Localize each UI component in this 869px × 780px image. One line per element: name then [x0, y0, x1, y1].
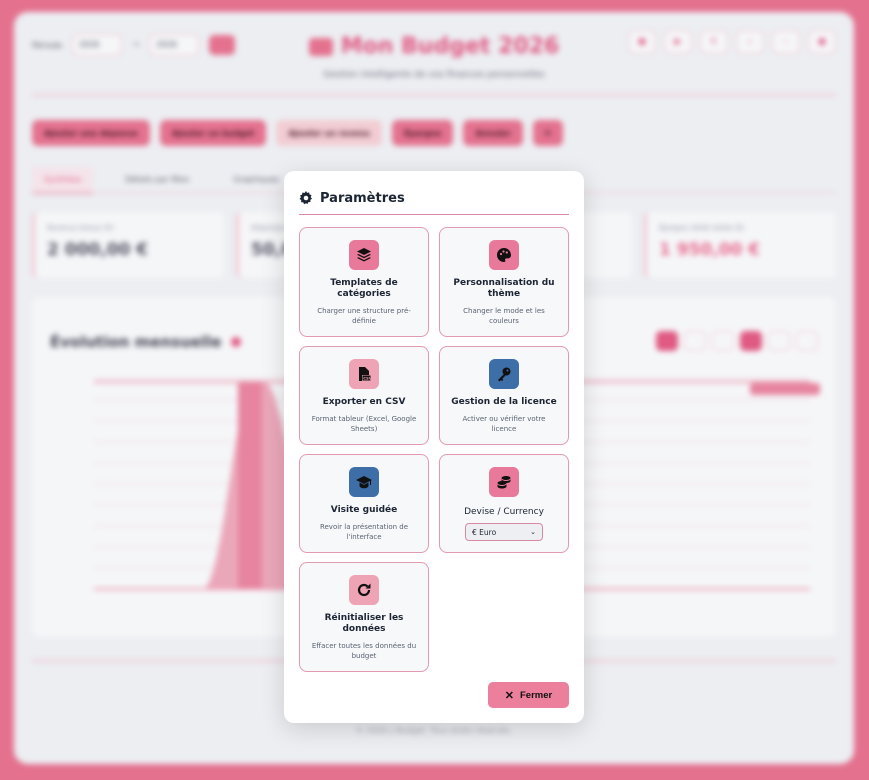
key-icon — [489, 359, 519, 389]
period-to-select[interactable]: 2026 — [149, 34, 200, 56]
csv-file-icon: CSV — [349, 359, 379, 389]
tile-reset-data[interactable]: Réinitialiser les données Effacer toutes… — [299, 562, 429, 672]
add-expense-button[interactable]: Ajouter une dépense — [32, 120, 150, 146]
wallet-icon — [308, 38, 333, 56]
chart-title-text: Évolution mensuelle — [50, 333, 222, 351]
apply-period-button[interactable] — [209, 35, 236, 55]
modal-divider — [299, 214, 569, 215]
layers-icon — [349, 240, 379, 270]
tab-synthese[interactable]: Synthèse — [32, 167, 94, 194]
tile-title: Réinitialiser les données — [324, 613, 404, 634]
chart-download-button[interactable] — [796, 331, 818, 351]
app-title-text: Mon Budget 2026 — [340, 34, 560, 59]
stat-value: 1 950,00 € — [659, 240, 761, 260]
tile-description: Charger une structure pré-définie — [317, 307, 411, 325]
tab-graphiques[interactable]: Graphiques — [233, 175, 280, 184]
period-arrow: → — [131, 40, 140, 50]
stat-card-income: Revenus totaux (€) 2 000,00 € — [32, 212, 224, 278]
tile-title: Gestion de la licence — [451, 397, 557, 407]
add-budget-button[interactable]: Ajouter un budget — [159, 120, 267, 146]
video-icon[interactable]: ▶ — [664, 30, 692, 54]
tile-title: Personnalisation du thème — [453, 278, 555, 299]
period-filter: Période 2026 → 2026 — [32, 34, 236, 56]
tile-license-management[interactable]: Gestion de la licence Activer ou vérifie… — [439, 346, 569, 445]
palette-icon — [489, 240, 519, 270]
chart-type-pie-button[interactable] — [740, 331, 762, 351]
stat-card-savings: Épargne réelle totale (€) 1 950,00 € — [644, 212, 836, 278]
close-icon: ✕ — [504, 689, 514, 702]
action-bar: Ajouter une dépense Ajouter un budget Aj… — [32, 120, 564, 146]
settings-grid-row-3: Visite guidée Revoir la présentation de … — [299, 454, 569, 553]
settings-grid: Templates de catégories Charger une stru… — [299, 227, 569, 337]
stat-value: 2 000,00 € — [47, 240, 149, 260]
currency-label: Devise / Currency — [464, 507, 544, 517]
coins-icon — [489, 467, 519, 497]
graduation-cap-icon — [349, 467, 379, 497]
stat-label: Revenus totaux (€) — [47, 224, 114, 232]
chart-type-line-button[interactable] — [712, 331, 734, 351]
chevron-down-icon: ⌄ — [530, 528, 536, 536]
tile-description: Effacer toutes les données du budget — [311, 642, 417, 660]
tile-title: Exporter en CSV — [322, 397, 406, 407]
tile-description: Changer le mode et les couleurs — [463, 307, 545, 325]
gear-icon — [299, 191, 313, 205]
undo-button[interactable]: Annuler — [463, 120, 523, 146]
modal-header: Paramètres — [299, 185, 569, 211]
chart-zoom-button[interactable] — [768, 331, 790, 351]
period-from-select[interactable]: 2026 — [71, 34, 122, 56]
more-icon[interactable]: ⋯ — [772, 30, 800, 54]
euro-icon[interactable]: € — [700, 30, 728, 54]
currency-select[interactable]: € Euro ⌄ — [465, 523, 543, 541]
chart-type-area-button[interactable] — [656, 331, 678, 351]
close-button[interactable]: ✕ Fermer — [488, 682, 569, 708]
tile-export-csv[interactable]: CSV Exporter en CSV Format tableur (Exce… — [299, 346, 429, 445]
add-income-button[interactable]: Ajouter un revenu — [276, 120, 382, 146]
tile-category-templates[interactable]: Templates de catégories Charger une stru… — [299, 227, 429, 337]
modal-title: Paramètres — [320, 190, 405, 206]
footer-text: © 2026 ç Budget. Tous droits réservés. — [355, 726, 513, 735]
close-button-label: Fermer — [520, 689, 553, 701]
svg-text:CSV: CSV — [363, 376, 372, 381]
tile-description: Revoir la présentation de l'interface — [319, 523, 409, 541]
app-title: Mon Budget 2026 — [14, 34, 854, 59]
chart-controls — [656, 331, 818, 351]
tile-title: Templates de catégories — [330, 278, 398, 299]
reset-icon — [349, 575, 379, 605]
legend-dot — [231, 337, 242, 347]
settings-icon[interactable]: ● — [808, 30, 836, 54]
refresh-button[interactable]: ⟳ — [532, 120, 564, 146]
savings-button[interactable]: Épargne — [392, 120, 454, 146]
app-subtitle: Gestion intelligente de vos finances per… — [323, 70, 545, 80]
settings-grid-row-4: Réinitialiser les données Effacer toutes… — [299, 562, 569, 672]
tile-theme-customization[interactable]: Personnalisation du thème Changer le mod… — [439, 227, 569, 337]
chart-title: Évolution mensuelle — [50, 333, 242, 351]
chart-type-bar-button[interactable] — [684, 331, 706, 351]
tile-guided-tour[interactable]: Visite guidée Revoir la présentation de … — [299, 454, 429, 553]
help-icon[interactable]: ● — [628, 30, 656, 54]
main-tabs: Synthèse Détails par Mois Graphiques — [32, 167, 291, 194]
tile-title: Visite guidée — [330, 505, 398, 515]
tile-description: Format tableur (Excel, Google Sheets) — [311, 415, 417, 433]
tab-details-par-mois[interactable]: Détails par Mois — [125, 175, 190, 184]
header-icon-buttons: ● ▶ € ⌕ ⋯ ● — [628, 30, 836, 54]
stat-label: Épargne réelle totale (€) — [659, 224, 745, 232]
period-label: Période — [32, 40, 62, 50]
search-icon[interactable]: ⌕ — [736, 30, 764, 54]
settings-grid-row-2: CSV Exporter en CSV Format tableur (Exce… — [299, 346, 569, 445]
header-divider — [32, 94, 836, 96]
tile-currency: Devise / Currency € Euro ⌄ — [439, 454, 569, 553]
settings-modal: Paramètres Templates de catégories Charg… — [284, 171, 584, 723]
tile-description: Activer ou vérifier votre licence — [462, 415, 546, 433]
currency-select-value: € Euro — [472, 527, 497, 537]
